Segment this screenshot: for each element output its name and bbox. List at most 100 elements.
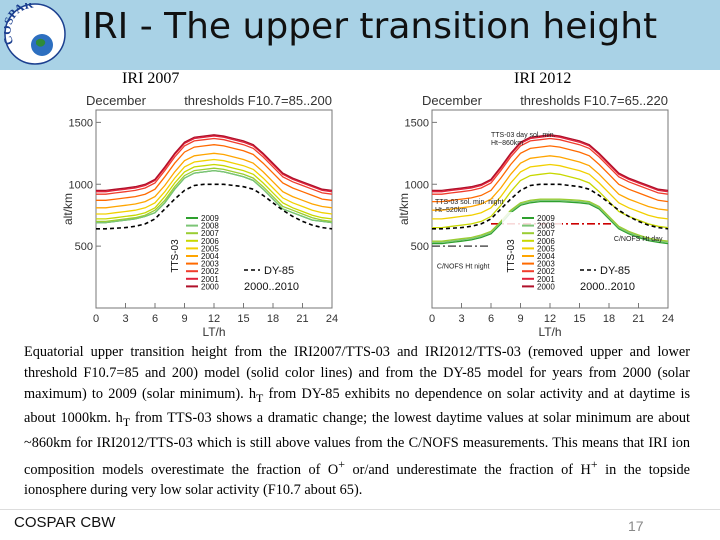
legend-dy85-range: 2000..2010 bbox=[580, 281, 635, 293]
footer-divider bbox=[0, 509, 720, 510]
y-axis-label: alt/km bbox=[397, 193, 411, 225]
cospar-logo: COSPAR bbox=[4, 3, 66, 65]
series-line-2004 bbox=[432, 155, 669, 211]
x-axis-label: LT/h bbox=[202, 325, 225, 339]
legend-title: TTS-03 bbox=[170, 239, 181, 273]
series-line-DY-85 bbox=[96, 183, 333, 230]
legend-year-2006: 2006 bbox=[201, 237, 219, 246]
legend-year-2009: 2009 bbox=[201, 214, 219, 223]
series-line-2001 bbox=[96, 135, 333, 193]
y-tick-label: 1500 bbox=[405, 117, 429, 129]
page-number: 17 bbox=[628, 518, 644, 534]
legend-year-2001: 2001 bbox=[537, 275, 555, 284]
annotation-text: TTS-03 sol. min. night bbox=[435, 199, 504, 206]
legend-dy85-name: DY-85 bbox=[264, 265, 294, 277]
series-line-2008 bbox=[432, 199, 669, 244]
x-tick-label: 6 bbox=[152, 313, 158, 325]
x-tick-label: 21 bbox=[632, 313, 644, 325]
x-tick-label: 9 bbox=[181, 313, 187, 325]
caption: Equatorial upper transition height from … bbox=[24, 342, 690, 501]
x-tick-label: 3 bbox=[458, 313, 464, 325]
legend-year-2009: 2009 bbox=[537, 214, 555, 223]
x-tick-label: 24 bbox=[662, 313, 674, 325]
footer-label: COSPAR CBW bbox=[14, 514, 116, 531]
chart-title-left: December bbox=[86, 93, 147, 108]
series-line-2007 bbox=[96, 167, 333, 223]
caption-sub-1: T bbox=[256, 390, 264, 405]
chart-iri-2012: December thresholds F10.7=65..220 0 3 6 9 12 15… bbox=[397, 93, 674, 339]
legend-year-2000: 2000 bbox=[537, 282, 555, 291]
legend-year-2003: 2003 bbox=[537, 260, 555, 269]
x-tick-label: 3 bbox=[122, 313, 128, 325]
caption-part-2: from DY-85 exhibits no dependence on sol… bbox=[24, 385, 691, 427]
y-axis-label: alt/km bbox=[61, 193, 75, 225]
annotation-text: C/NOFS Ht day bbox=[614, 236, 663, 243]
x-tick-label: 21 bbox=[296, 313, 308, 325]
legend-year-2001: 2001 bbox=[201, 275, 219, 284]
legend-year-2008: 2008 bbox=[537, 222, 555, 231]
y-tick-label: 1500 bbox=[69, 117, 93, 129]
caption-sub-2: T bbox=[122, 415, 131, 430]
x-tick-label: 0 bbox=[93, 313, 99, 325]
x-tick-label: 24 bbox=[326, 313, 338, 325]
legend-year-2002: 2002 bbox=[201, 267, 219, 276]
series-line-2009 bbox=[432, 200, 669, 245]
series-line-2003 bbox=[96, 144, 333, 201]
caption-part-4: or/and underestimate the fraction of H bbox=[344, 461, 591, 478]
annotation-text: TTS-03 day sol. min. bbox=[491, 132, 556, 139]
chart-title-left: December bbox=[422, 93, 483, 108]
series-line-2001 bbox=[432, 135, 669, 193]
chart-title-right: thresholds F10.7=85..200 bbox=[184, 93, 332, 108]
x-tick-label: 18 bbox=[267, 313, 279, 325]
x-axis-label: LT/h bbox=[538, 325, 561, 339]
series-line-2005 bbox=[96, 158, 333, 215]
title-bar bbox=[0, 0, 720, 70]
panel-label-2012: IRI 2012 bbox=[514, 70, 572, 87]
series-line-2004 bbox=[96, 152, 333, 209]
legend-year-2003: 2003 bbox=[201, 260, 219, 269]
series-line-2008 bbox=[96, 169, 333, 224]
legend-year-2004: 2004 bbox=[537, 252, 555, 261]
legend-year-2006: 2006 bbox=[537, 237, 555, 246]
x-tick-label: 12 bbox=[544, 313, 556, 325]
legend-year-2005: 2005 bbox=[201, 244, 219, 253]
legend-year-2002: 2002 bbox=[537, 267, 555, 276]
series-line-2002 bbox=[96, 137, 333, 195]
legend-year-2000: 2000 bbox=[201, 282, 219, 291]
legend-year-2007: 2007 bbox=[537, 229, 555, 238]
y-tick-label: 1000 bbox=[405, 179, 429, 191]
annotation-text: Ht~860km bbox=[491, 140, 523, 147]
chart-title-right: thresholds F10.7=65..220 bbox=[520, 93, 668, 108]
caption-part-3: from TTS-03 shows a dramatic change; the… bbox=[24, 410, 691, 478]
legend-dy85-name: DY-85 bbox=[600, 265, 630, 277]
y-tick-label: 500 bbox=[411, 241, 429, 253]
caption-part-5: in the topside ionosphere during very lo… bbox=[24, 461, 690, 499]
y-tick-label: 1000 bbox=[69, 179, 93, 191]
annotation-text: C/NOFS Ht night bbox=[437, 263, 490, 270]
series-line-2007 bbox=[432, 198, 669, 242]
series-line-2000 bbox=[96, 134, 333, 192]
slide-title: IRI - The upper transition height bbox=[82, 6, 658, 47]
caption-sup-1: + bbox=[338, 456, 345, 471]
caption-part-1: Equatorial upper transition height from … bbox=[24, 344, 690, 402]
series-line-DY-85 bbox=[432, 183, 669, 230]
x-tick-label: 18 bbox=[603, 313, 615, 325]
x-tick-label: 6 bbox=[488, 313, 494, 325]
legend-year-2004: 2004 bbox=[201, 252, 219, 261]
y-tick-label: 500 bbox=[75, 241, 93, 253]
x-tick-label: 12 bbox=[208, 313, 220, 325]
series-line-2000 bbox=[432, 134, 669, 192]
series-line-2002 bbox=[432, 137, 669, 195]
x-tick-label: 9 bbox=[517, 313, 523, 325]
annotation-text: Ht~520km bbox=[435, 207, 467, 214]
legend-dy85-range: 2000..2010 bbox=[244, 281, 299, 293]
series-line-2005 bbox=[432, 163, 669, 220]
legend-year-2008: 2008 bbox=[201, 222, 219, 231]
x-tick-label: 15 bbox=[237, 313, 249, 325]
legend-year-2005: 2005 bbox=[537, 244, 555, 253]
series-line-2003 bbox=[432, 145, 669, 203]
x-tick-label: 15 bbox=[573, 313, 585, 325]
legend-year-2007: 2007 bbox=[201, 229, 219, 238]
x-tick-label: 0 bbox=[429, 313, 435, 325]
panel-label-2007: IRI 2007 bbox=[122, 70, 180, 87]
